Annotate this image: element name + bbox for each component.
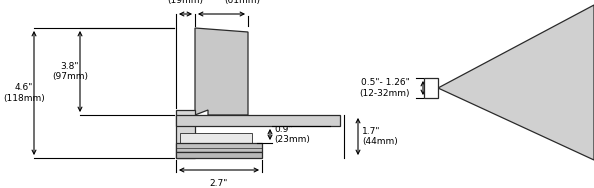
Text: 0.5"- 1.26"
(12-32mm): 0.5"- 1.26" (12-32mm) (359, 78, 410, 98)
Text: 0.75"
(19mm): 0.75" (19mm) (168, 0, 204, 5)
Text: 4.6"
(118mm): 4.6" (118mm) (3, 83, 45, 103)
Polygon shape (176, 115, 340, 126)
Polygon shape (176, 110, 195, 158)
Bar (424, 78, 438, 98)
Text: 3.8"
(97mm): 3.8" (97mm) (52, 62, 88, 81)
Polygon shape (438, 5, 594, 160)
Text: 2.4"
(61mm): 2.4" (61mm) (224, 0, 260, 5)
Text: 1.7"
(44mm): 1.7" (44mm) (362, 127, 398, 146)
Polygon shape (180, 133, 252, 143)
Polygon shape (195, 28, 248, 115)
Polygon shape (176, 152, 262, 158)
Polygon shape (176, 143, 262, 152)
Text: 0.9"
(23mm): 0.9" (23mm) (274, 125, 310, 144)
Text: 2.7"
(67mm): 2.7" (67mm) (201, 179, 237, 188)
